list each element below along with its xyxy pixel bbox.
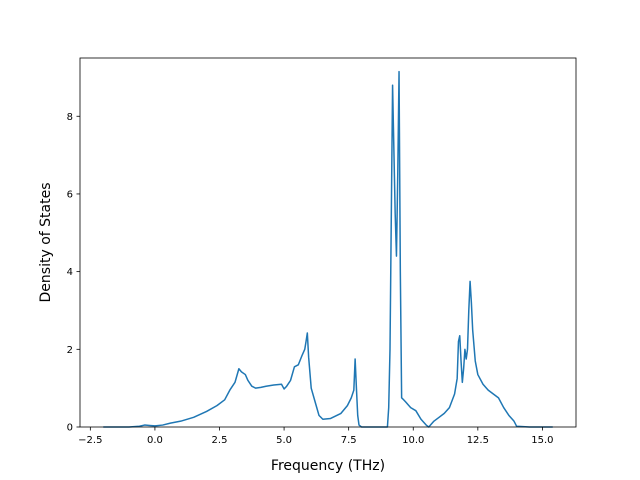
x-tick-label: 12.5 — [467, 435, 489, 446]
y-axis-label: Density of States — [38, 183, 54, 303]
axis-ticks: −2.5 0.0 2.5 5.0 7.5 10.0 12.5 15.0 0 2 4 6 8 — [67, 112, 554, 446]
y-tick-label: 2 — [67, 345, 73, 356]
x-axis-label: Frequency (THz) — [271, 458, 385, 474]
x-tick-label: −2.5 — [78, 435, 102, 446]
plot-frame — [79, 57, 577, 428]
x-tick-label: 5.0 — [276, 435, 292, 446]
x-tick-label: 15.0 — [531, 435, 553, 446]
y-tick-label: 6 — [67, 189, 73, 200]
x-tick-label: 7.5 — [341, 435, 357, 446]
y-tick-label: 8 — [67, 112, 73, 123]
x-tick-label: 0.0 — [147, 435, 163, 446]
y-tick-label: 0 — [67, 423, 73, 434]
x-tick-label: 10.0 — [402, 435, 424, 446]
x-tick-label: 2.5 — [212, 435, 228, 446]
y-tick-label: 4 — [67, 267, 73, 278]
